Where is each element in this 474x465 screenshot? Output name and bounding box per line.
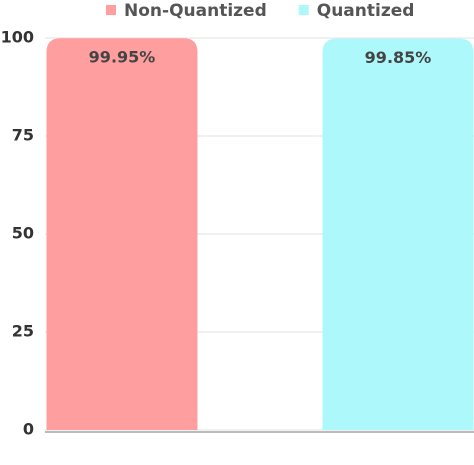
y-tick-label: 25 [12, 322, 34, 341]
bar [46, 38, 198, 431]
bar [322, 38, 474, 430]
y-tick-label: 50 [12, 224, 34, 243]
legend-swatch [298, 5, 309, 15]
legend-label: Quantized [317, 1, 415, 21]
legend-swatch [106, 5, 116, 15]
y-tick-label: 0 [23, 420, 34, 439]
y-tick-label: 100 [1, 28, 34, 47]
value-label: 99.85% [365, 48, 432, 67]
value-label: 99.95% [89, 48, 156, 67]
legend-label: Non-Quantized [124, 1, 267, 21]
y-tick-label: 75 [12, 126, 34, 145]
